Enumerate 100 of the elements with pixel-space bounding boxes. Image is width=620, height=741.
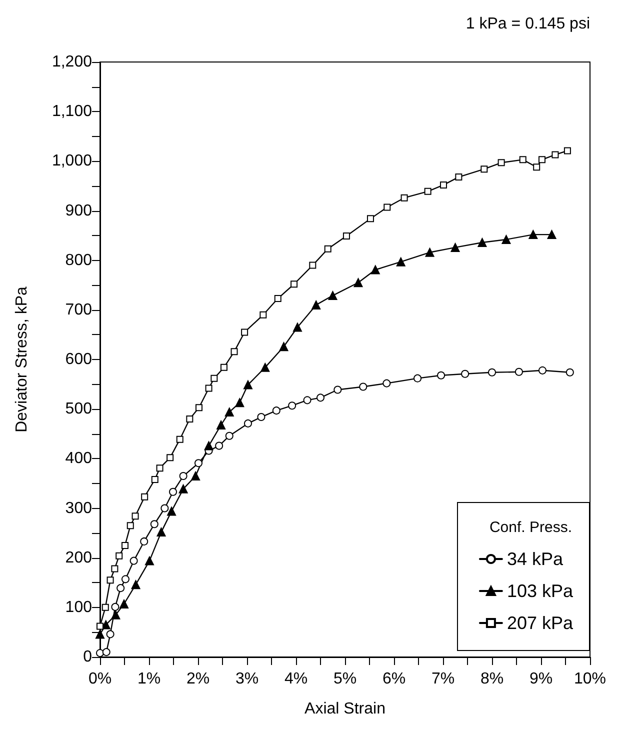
- point: [498, 159, 505, 166]
- point: [96, 649, 104, 658]
- point: [140, 537, 148, 546]
- legend-label: 207 kPa: [506, 613, 574, 633]
- legend-title: Conf. Press.: [489, 519, 572, 536]
- x-tick-label: 1%: [137, 670, 161, 688]
- point: [121, 575, 130, 584]
- point: [106, 576, 114, 584]
- text: 1 kPa = 0.145 psi: [466, 16, 590, 32]
- point: [116, 552, 123, 560]
- point: [312, 300, 321, 310]
- legend-label: 103 kPa: [506, 581, 574, 601]
- point: [257, 413, 266, 422]
- x-tick-label: 5%: [333, 670, 357, 688]
- point: [533, 164, 540, 171]
- point: [480, 166, 488, 173]
- point: [132, 512, 139, 520]
- point: [126, 522, 134, 530]
- y-tick-label: 800: [65, 252, 92, 269]
- point: [342, 232, 350, 240]
- point: [566, 368, 574, 376]
- point: [382, 379, 391, 388]
- y-tick-label: 0: [83, 648, 92, 666]
- point: [130, 556, 138, 565]
- y-axis-title: Deviator Stress, kPa: [14, 286, 30, 432]
- point: [552, 151, 559, 158]
- point: [384, 204, 391, 211]
- point: [370, 265, 380, 274]
- point: [220, 364, 228, 371]
- point: [167, 506, 176, 516]
- point: [160, 504, 169, 512]
- point: [437, 371, 446, 380]
- point: [502, 235, 511, 244]
- x-tick-label: 9%: [529, 670, 553, 688]
- point: [225, 432, 234, 440]
- y-tick-label: 500: [65, 400, 92, 418]
- y-tick-label: 1,200: [52, 54, 92, 70]
- point: [260, 311, 267, 318]
- point: [111, 610, 120, 620]
- point: [96, 630, 104, 639]
- point: [106, 630, 114, 638]
- x-tick-label: 0%: [88, 670, 112, 688]
- point: [303, 396, 312, 404]
- point: [120, 599, 129, 608]
- point: [292, 322, 302, 332]
- point: [216, 420, 226, 430]
- point: [194, 459, 202, 468]
- point: [461, 370, 470, 378]
- point: [210, 374, 218, 382]
- point: [102, 604, 109, 611]
- point: [488, 368, 496, 376]
- point: [514, 368, 523, 376]
- point: [400, 194, 408, 202]
- legend-label: 34 kPa: [506, 549, 564, 569]
- point: [186, 416, 194, 422]
- point: [144, 556, 154, 566]
- y-tick-label: 700: [65, 301, 92, 318]
- point: [235, 398, 244, 408]
- point: [131, 580, 140, 590]
- point: [215, 442, 224, 450]
- y-tick-label: 1,100: [52, 103, 92, 120]
- x-tick-label: 10%: [574, 670, 606, 688]
- point: [359, 382, 368, 391]
- point: [178, 484, 188, 494]
- x-axis-title: Axial Strain: [304, 700, 386, 718]
- x-tick-label: 3%: [235, 670, 259, 688]
- point: [96, 622, 104, 630]
- point: [179, 472, 188, 480]
- y-tick-label: 200: [65, 549, 92, 566]
- point: [204, 441, 214, 450]
- point: [205, 384, 212, 392]
- point: [396, 257, 406, 266]
- point: [111, 602, 120, 611]
- point: [195, 404, 202, 412]
- point: [288, 402, 296, 410]
- point: [366, 215, 374, 222]
- y-tick-label: 600: [65, 351, 92, 368]
- point: [440, 181, 447, 188]
- point: [279, 342, 288, 352]
- point: [151, 476, 158, 483]
- point: [547, 230, 556, 240]
- point: [230, 348, 238, 356]
- point: [102, 648, 110, 656]
- point: [538, 366, 546, 374]
- point: [150, 520, 158, 528]
- point: [272, 406, 280, 415]
- point: [528, 230, 538, 240]
- point: [290, 280, 298, 288]
- point: [354, 278, 363, 288]
- point: [455, 174, 462, 181]
- x-tick-label: 2%: [186, 670, 210, 688]
- point: [191, 472, 200, 481]
- point: [309, 262, 316, 269]
- x-tick-label: 4%: [284, 670, 308, 688]
- point: [538, 156, 546, 164]
- point: [116, 584, 125, 592]
- point: [176, 436, 184, 443]
- y-tick-label: 1,000: [52, 152, 92, 170]
- point: [334, 386, 342, 394]
- point: [169, 488, 178, 496]
